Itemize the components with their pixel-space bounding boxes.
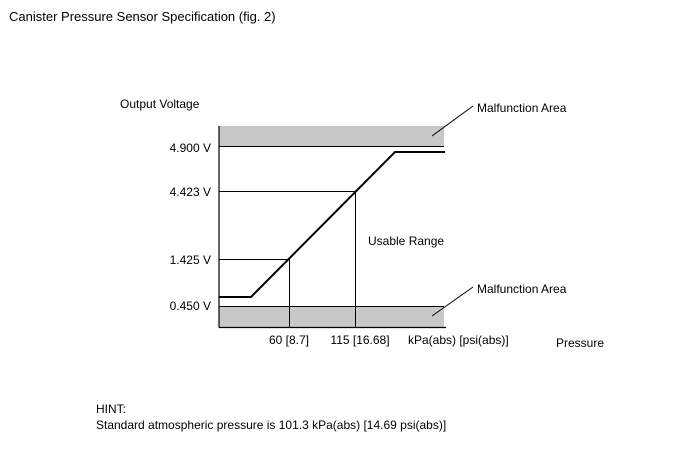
- y-tick-4423: 4.423 V: [170, 185, 211, 199]
- lower-malfunction-band: [219, 306, 444, 327]
- lower-malfunction-leader: [431, 286, 474, 317]
- x-tick-115: 115 [16.68]: [330, 333, 389, 347]
- output-characteristic-line: [219, 151, 445, 298]
- y-tick-0450: 0.450 V: [170, 299, 211, 313]
- y-tick-1425: 1.425 V: [170, 253, 211, 267]
- upper-malfunction-leader: [431, 105, 474, 137]
- y-tick-4900: 4.900 V: [170, 141, 211, 155]
- upper-malfunction-band: [219, 126, 444, 146]
- hint-heading: HINT:: [96, 402, 126, 416]
- x-axis-label: Pressure: [556, 336, 604, 350]
- hint-block: HINT: Standard atmospheric pressure is 1…: [96, 401, 446, 433]
- x-unit-label: kPa(abs) [psi(abs)]: [408, 333, 509, 347]
- page-title: Canister Pressure Sensor Specification (…: [9, 9, 276, 24]
- x-tick-60: 60 [8.7]: [269, 333, 309, 347]
- hint-text: Standard atmospheric pressure is 101.3 k…: [96, 418, 447, 432]
- lower-malfunction-label: Malfunction Area: [477, 282, 567, 296]
- usable-range-label: Usable Range: [368, 234, 444, 248]
- upper-malfunction-label: Malfunction Area: [477, 101, 567, 115]
- y-axis-label: Output Voltage: [120, 97, 200, 111]
